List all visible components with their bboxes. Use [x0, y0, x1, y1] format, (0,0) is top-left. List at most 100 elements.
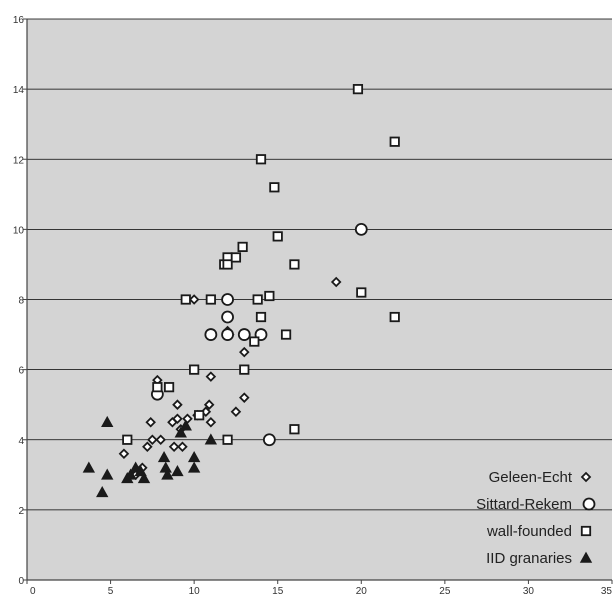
data-point-diamond	[145, 416, 156, 428]
data-point-square	[289, 424, 300, 435]
data-point-triangle	[101, 415, 114, 428]
data-point-diamond	[205, 416, 217, 428]
data-point-square	[255, 154, 267, 165]
data-point-square	[189, 364, 200, 375]
data-point-square	[389, 136, 400, 147]
data-point-square	[264, 290, 275, 302]
data-point-diamond	[330, 276, 342, 288]
data-point-square	[152, 382, 163, 393]
data-point-circle	[237, 328, 251, 341]
data-point-triangle	[187, 461, 201, 473]
legend-marker-circle	[582, 497, 596, 511]
y-tick-label: 2	[18, 506, 24, 517]
legend-item: IID granaries	[486, 550, 593, 567]
data-point-diamond	[142, 441, 153, 453]
x-tick-label: 35	[601, 586, 613, 597]
data-point-triangle	[137, 471, 151, 484]
data-point-circle	[221, 328, 234, 341]
y-tick-label: 4	[18, 436, 24, 447]
data-point-diamond	[205, 371, 217, 382]
x-tick-label: 25	[439, 586, 451, 597]
data-point-diamond	[230, 406, 242, 417]
y-tick-label: 16	[13, 15, 25, 26]
data-point-square	[205, 294, 216, 305]
data-point-circle	[221, 293, 234, 306]
data-point-square	[356, 287, 367, 298]
data-point-triangle	[204, 433, 218, 445]
x-tick-label: 0	[30, 586, 36, 597]
data-point-diamond	[118, 448, 130, 460]
x-tick-label: 30	[523, 586, 535, 597]
data-point-square	[389, 311, 400, 323]
data-point-square	[289, 259, 300, 270]
x-tick-label: 20	[356, 586, 368, 597]
legend-marker-diamond	[580, 471, 592, 483]
data-point-diamond	[203, 399, 215, 410]
series-square	[122, 84, 400, 445]
data-point-diamond	[188, 294, 200, 305]
y-tick-label: 10	[13, 225, 25, 236]
data-point-square	[230, 252, 242, 263]
legend-item: wall-founded	[486, 523, 592, 540]
y-tick-label: 0	[18, 576, 24, 587]
data-point-diamond	[177, 441, 188, 453]
y-tick-label: 12	[13, 155, 25, 166]
data-point-triangle	[157, 450, 171, 463]
data-point-diamond	[172, 413, 183, 424]
data-point-triangle	[124, 468, 137, 480]
legend-item: Sittard-Rekem	[476, 496, 596, 513]
series-triangle	[82, 415, 218, 498]
data-point-diamond	[155, 434, 166, 446]
legend-marker-square	[580, 525, 592, 537]
data-point-square	[194, 410, 205, 421]
x-tick-label: 5	[108, 586, 114, 597]
legend-label: IID granaries	[486, 550, 572, 567]
data-point-square	[222, 434, 233, 445]
data-point-square	[237, 241, 248, 253]
data-point-triangle	[161, 468, 174, 480]
data-point-square	[222, 259, 233, 270]
y-tick-label: 8	[18, 296, 24, 307]
data-point-triangle	[174, 426, 187, 438]
data-point-triangle	[171, 464, 184, 477]
data-point-square	[269, 182, 280, 193]
data-point-square	[180, 294, 191, 305]
data-point-diamond	[239, 392, 250, 403]
data-point-square	[280, 329, 292, 340]
data-point-diamond	[147, 434, 158, 446]
legend-item: Geleen-Echt	[489, 469, 592, 486]
data-point-square	[252, 294, 263, 305]
data-point-square	[272, 231, 283, 242]
data-point-square	[239, 364, 250, 375]
data-point-circle	[262, 433, 276, 447]
series-diamond	[118, 276, 342, 481]
data-point-diamond	[168, 441, 180, 453]
x-tick-label: 15	[272, 586, 284, 597]
data-point-square	[352, 84, 364, 95]
legend-label: wall-founded	[486, 523, 572, 540]
data-points	[82, 84, 400, 498]
x-axis-ticks: 0 5 10 15 20 25 30 35	[26, 580, 613, 597]
data-point-triangle	[179, 419, 192, 431]
data-point-circle	[204, 328, 218, 341]
data-point-triangle	[96, 486, 109, 498]
data-point-circle	[354, 222, 368, 236]
y-tick-label: 14	[13, 85, 25, 96]
data-point-square	[249, 336, 260, 347]
legend-label: Sittard-Rekem	[476, 496, 572, 513]
data-point-triangle	[187, 450, 201, 463]
data-point-circle	[221, 310, 234, 324]
y-tick-label: 6	[18, 366, 24, 377]
data-point-diamond	[239, 346, 250, 358]
legend-marker-triangle	[579, 551, 593, 563]
data-point-square	[163, 382, 175, 393]
data-point-triangle	[101, 468, 114, 480]
legend: Geleen-Echt Sittard-Rekem wall-founded IID …	[476, 469, 596, 567]
y-axis-ticks: 0 2 4 6 8 10 12 14 16	[13, 15, 27, 587]
data-point-square	[255, 311, 267, 323]
data-point-triangle	[82, 461, 96, 473]
legend-label: Geleen-Echt	[489, 469, 573, 486]
data-point-diamond	[172, 399, 183, 410]
data-point-square	[122, 434, 133, 445]
